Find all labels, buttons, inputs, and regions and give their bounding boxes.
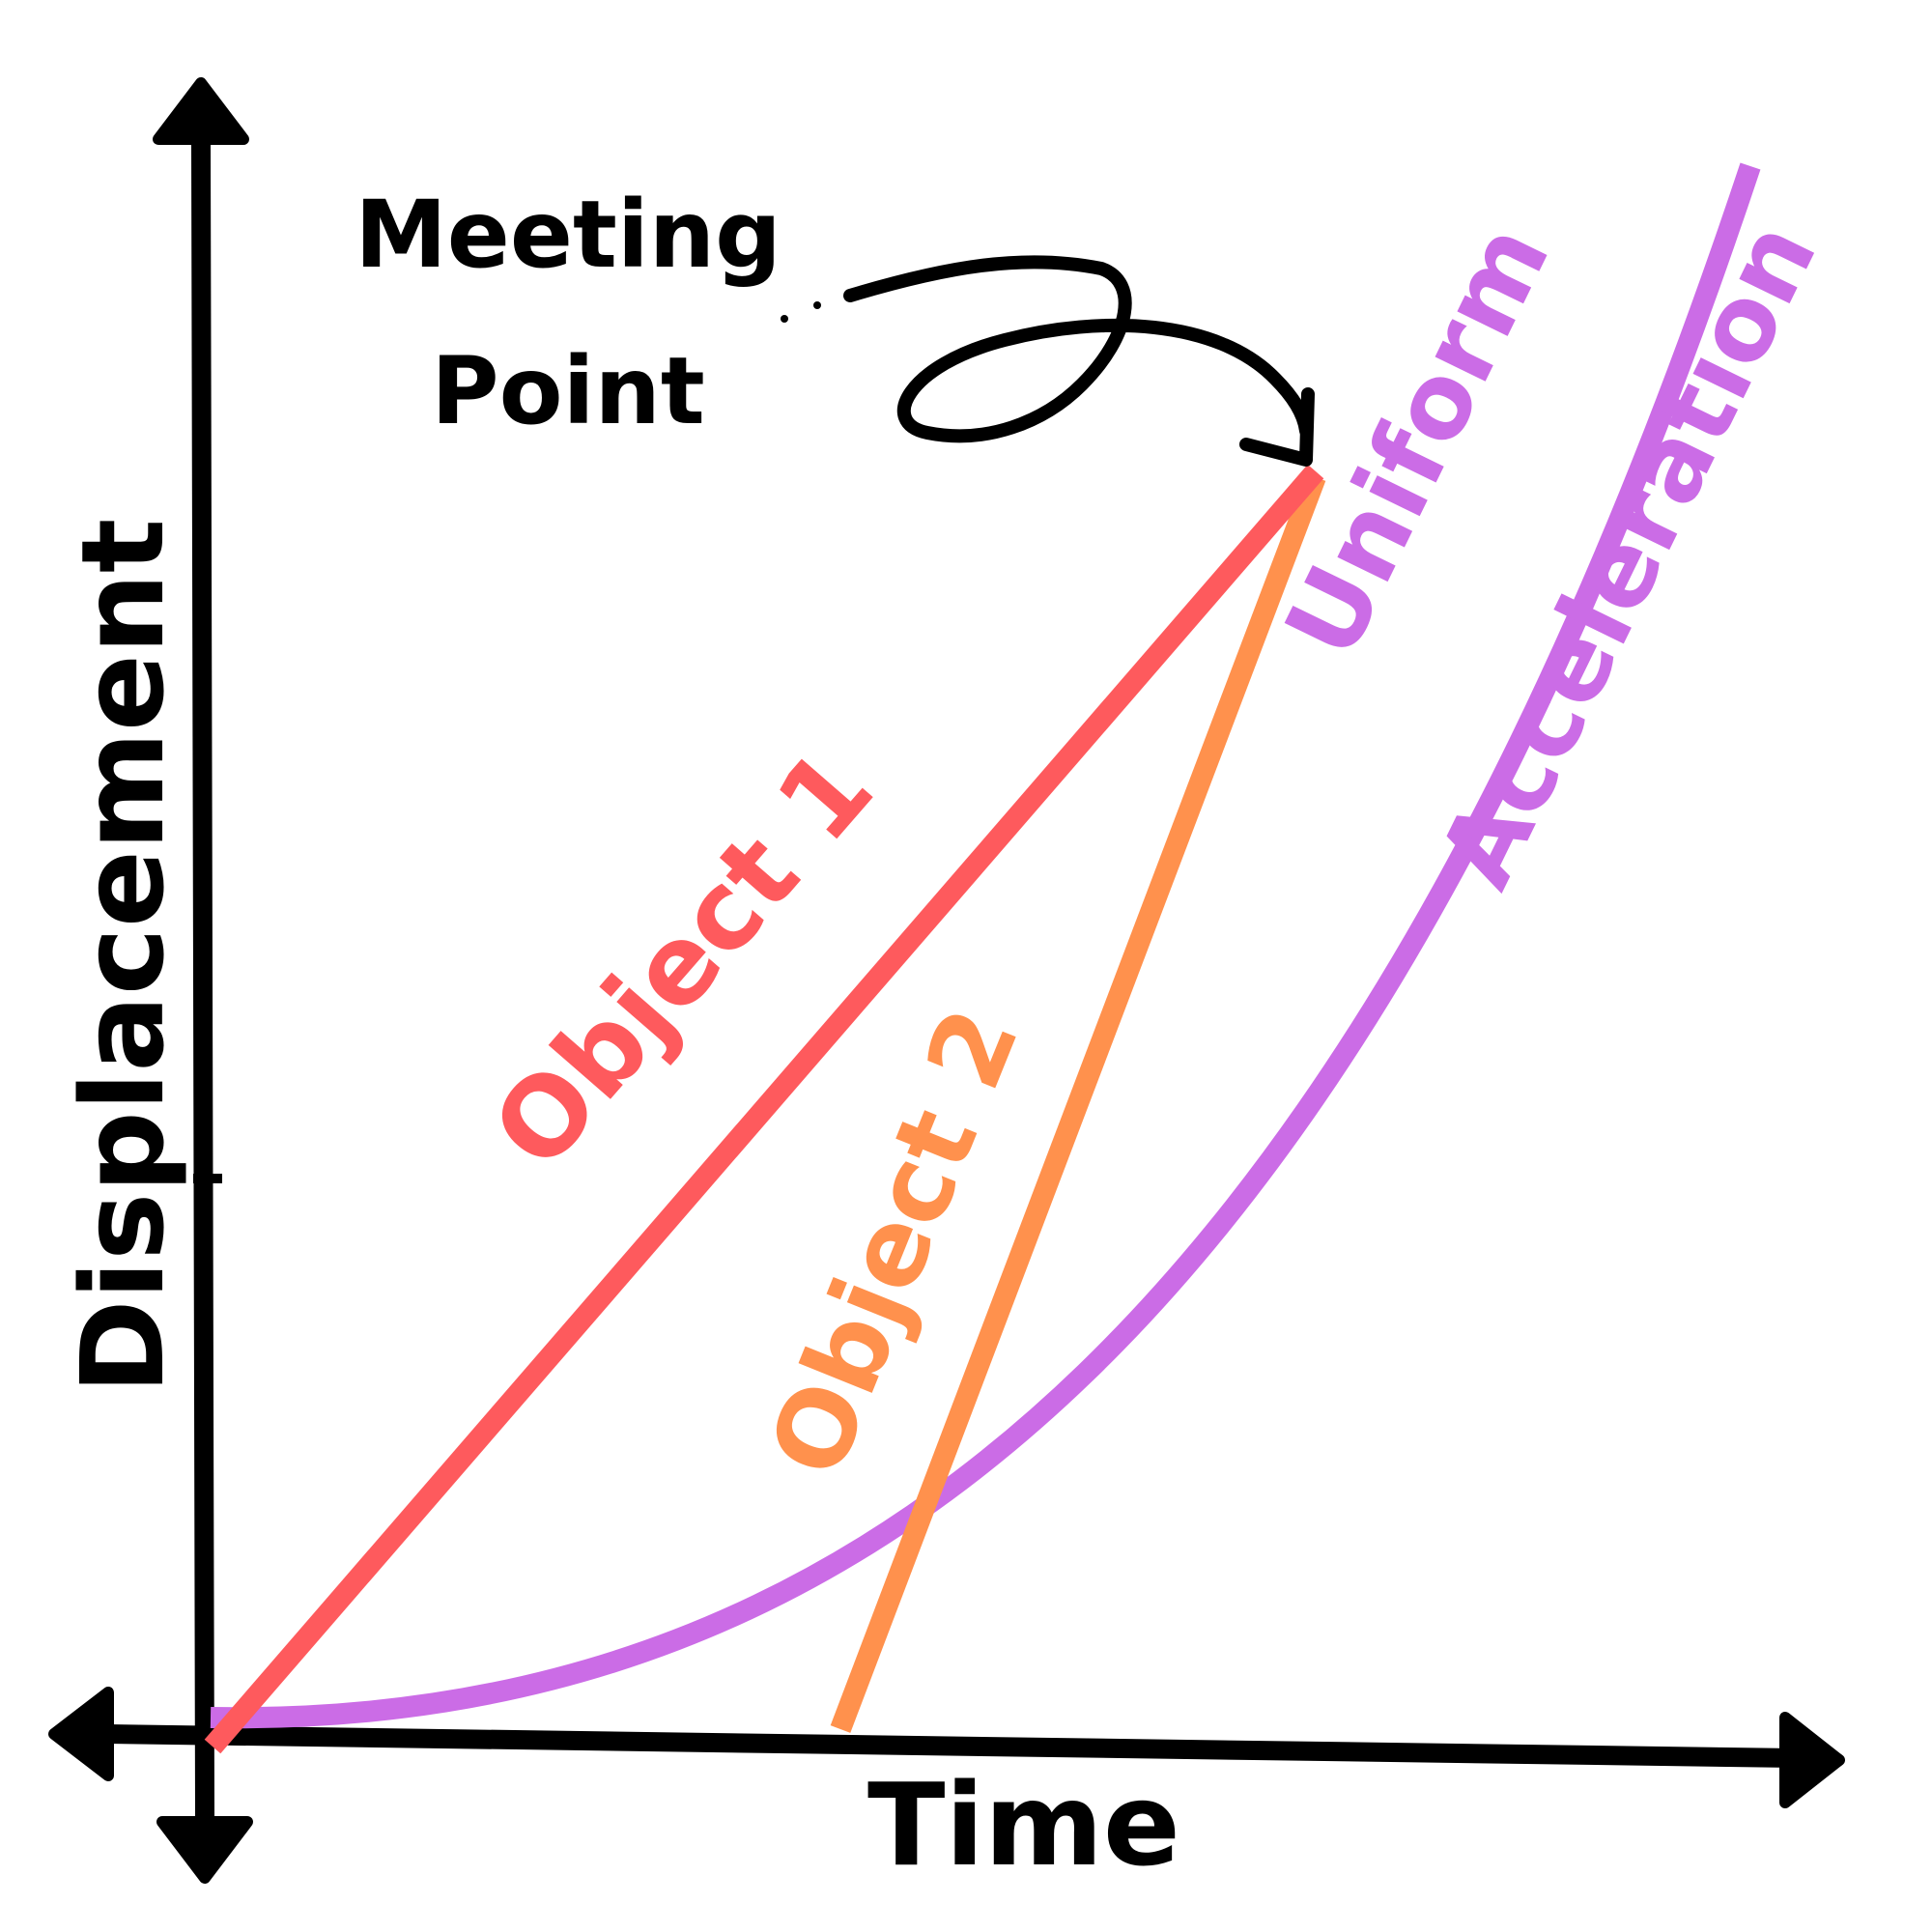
arrow-down-icon (156, 1816, 253, 1884)
meeting-point-label-line1: Meeting (355, 181, 781, 289)
y-axis (191, 135, 214, 1826)
x-axis-label: Time (867, 1758, 1180, 1891)
curly-arrow-icon (781, 255, 1315, 467)
object-2-line (830, 473, 1326, 1733)
arrow-up-icon (153, 77, 249, 145)
axis-arrowheads (48, 77, 1845, 1884)
axes (97, 135, 1806, 1826)
x-axis (97, 1724, 1806, 1768)
y-axis-label: Displacement (56, 519, 189, 1395)
uniform-acceleration-curve (210, 162, 1761, 1729)
object-1-label: Object 1 (469, 726, 898, 1193)
meeting-point-label-line2: Point (431, 337, 704, 445)
arrow-left-icon (48, 1687, 114, 1781)
arrow-right-icon (1779, 1712, 1845, 1808)
object-1-line (204, 464, 1324, 1754)
